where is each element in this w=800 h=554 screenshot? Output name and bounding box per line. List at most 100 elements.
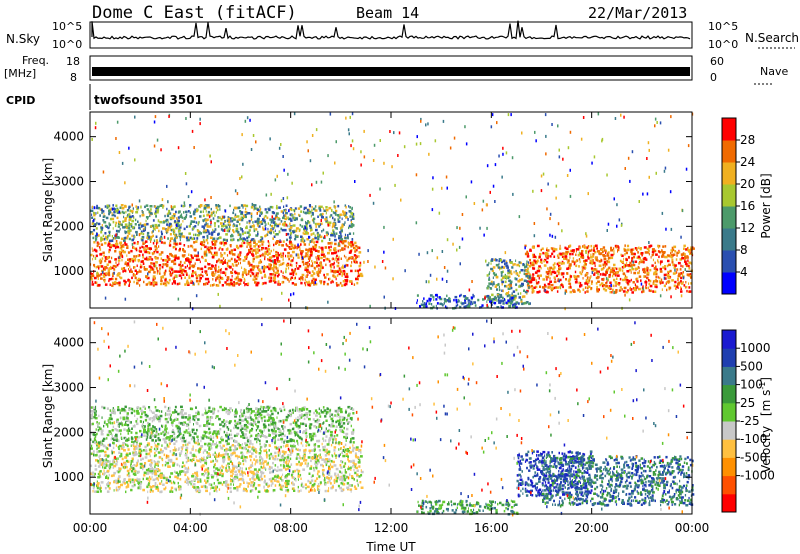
echo-cell [276,258,279,262]
echo-cell [255,250,257,254]
echo-cell [571,260,575,263]
echo-cell [307,479,310,483]
echo-cell [148,210,151,214]
echo-cell [137,254,140,258]
freq-tick-top: 18 [66,55,80,68]
echo-cell [341,241,345,245]
echo-cell [100,277,103,280]
echo-cell [236,489,239,492]
echo-cell [125,490,127,494]
echo-cell [185,182,188,186]
echo-cell [202,214,205,218]
echo-cell [630,278,632,282]
echo-cell [306,251,309,254]
echo-cell [210,211,213,215]
echo-cell [212,211,215,215]
echo-cell [592,249,596,252]
echo-cell [190,244,193,248]
echo-cell [317,237,319,240]
echo-cell [620,223,623,227]
echo-cell [663,169,666,173]
echo-cell [229,278,233,282]
echo-cell [631,288,633,291]
echo-cell [456,301,458,304]
echo-cell [138,199,141,203]
echo-cell [257,266,259,270]
echo-cell [250,489,254,492]
echo-cell [91,483,94,487]
echo-cell [178,249,181,252]
echo-cell [314,462,316,465]
echo-cell [149,490,152,493]
echo-cell [112,204,114,207]
echo-cell [259,442,261,446]
echo-cell [216,444,219,447]
echo-cell [153,225,155,229]
echo-cell [123,279,126,283]
echo-cell [249,274,252,278]
echo-cell [320,180,323,184]
echo-cell [491,258,494,261]
echo-cell [127,262,130,265]
echo-cell [173,481,176,485]
echo-cell [590,287,593,290]
freq-unit: [MHz] [4,67,36,80]
echo-cell [334,213,337,216]
echo-cell [102,267,105,270]
echo-cell [215,445,218,449]
echo-cell [506,266,509,269]
echo-cell [161,198,164,202]
echo-cell [558,261,561,265]
echo-cell [290,208,293,212]
echo-cell [686,289,688,293]
echo-cell [295,227,299,230]
echo-cell [314,207,316,211]
echo-cell [190,281,193,284]
echo-cell [119,241,123,244]
echo-cell [564,307,566,311]
echo-cell [515,272,519,275]
echo-cell [419,142,422,146]
echo-cell [212,228,214,232]
echo-cell [165,269,167,273]
echo-cell [252,265,256,268]
echo-cell [568,282,571,285]
echo-cell [248,235,250,239]
echo-cell [136,282,139,285]
echo-cell [626,264,629,267]
echo-cell [243,241,246,245]
echo-cell [611,267,614,270]
echo-cell [555,286,557,289]
echo-cell [305,252,307,255]
echo-cell [227,259,230,263]
echo-cell [315,128,318,132]
echo-cell [115,463,118,466]
echo-cell [360,486,364,489]
echo-cell [289,242,292,245]
echo-cell [573,289,575,292]
echo-cell [457,303,459,307]
echo-cell [159,239,161,243]
echo-cell [331,257,333,261]
echo-cell [144,445,147,449]
echo-cell [239,282,242,285]
echo-cell [682,265,684,268]
echo-cell [256,217,260,221]
echo-cell [602,250,604,254]
echo-cell [289,222,291,225]
echo-cell [662,245,665,248]
echo-cell [546,272,550,275]
echo-cell [336,264,340,268]
echo-cell [493,297,495,301]
echo-cell [232,268,234,271]
echo-cell [459,305,461,309]
echo-cell [281,484,284,488]
echo-cell [311,279,314,283]
echo-cell [119,243,122,247]
echo-cell [297,253,300,256]
echo-cell [334,234,336,238]
echo-cell [353,283,356,286]
echo-cell [428,297,432,301]
echo-cell [351,112,354,116]
echo-cell [526,292,528,295]
